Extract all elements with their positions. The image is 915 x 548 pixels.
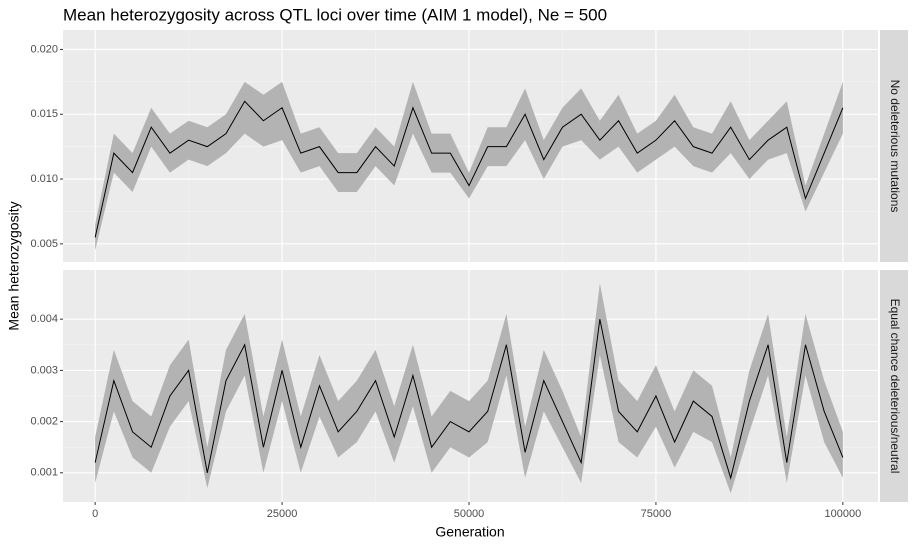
y-tick-label: 0.015 (30, 108, 58, 120)
y-tick-label: 0.004 (30, 313, 58, 325)
y-tick-label: 0.003 (30, 364, 58, 376)
x-tick-label: 25000 (267, 508, 298, 520)
x-axis-title: Generation (435, 524, 504, 540)
strip (880, 270, 908, 502)
x-tick-label: 50000 (454, 508, 485, 520)
x-tick-label: 0 (92, 508, 98, 520)
y-axis-title: Mean heterozygosity (6, 201, 22, 330)
mean-line (94, 319, 844, 480)
ribbon (95, 81, 843, 251)
y-tick-label: 0.005 (30, 238, 58, 250)
strip (880, 30, 908, 262)
y-tick-label: 0.001 (30, 467, 58, 479)
chart-title: Mean heterozygosity across QTL loci over… (63, 5, 607, 24)
x-tick-label: 100000 (824, 508, 861, 520)
y-tick-label: 0.020 (30, 43, 58, 55)
panel-background (63, 270, 878, 502)
mean-line (94, 100, 844, 238)
ribbon (95, 283, 843, 494)
x-tick-label: 75000 (641, 508, 672, 520)
y-tick-label: 0.010 (30, 173, 58, 185)
strip-label: Equal chance deleterious/neutral (888, 299, 902, 474)
strip-label: No deleterious mutations (888, 80, 902, 213)
y-tick-label: 0.002 (30, 416, 58, 428)
